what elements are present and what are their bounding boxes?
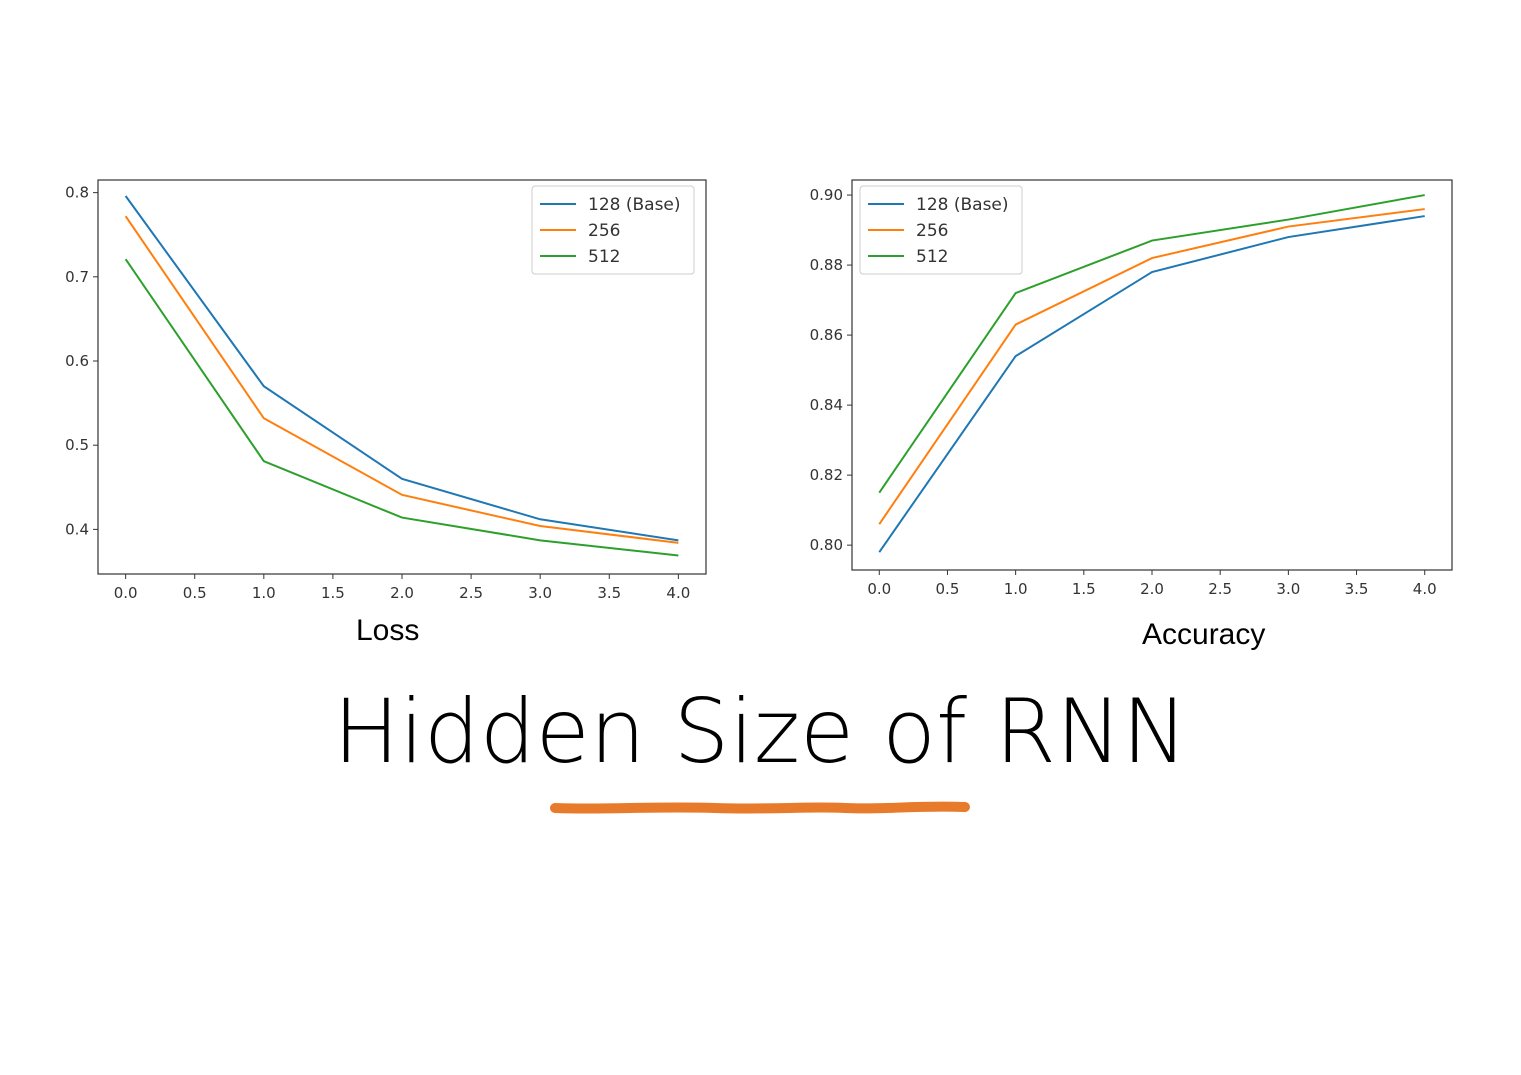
x-tick-label: 0.5 — [936, 580, 960, 598]
y-tick-label: 0.4 — [65, 520, 89, 538]
x-tick-label: 1.5 — [321, 584, 345, 602]
slide-title: Hidden Size of RNN — [333, 680, 1188, 783]
accuracy-chart-caption: Accuracy — [1142, 618, 1266, 651]
legend-label: 256 — [916, 221, 948, 241]
x-tick-label: 4.0 — [666, 584, 690, 602]
title-underline — [550, 801, 970, 814]
x-tick-label: 2.0 — [1140, 580, 1164, 598]
accuracy-chart: 0.0 0.5 1.0 1.5 2.0 2.5 3.0 3.5 4.0 0.80 0.82 0.84 0… — [780, 170, 1480, 620]
x-tick-label: 4.0 — [1413, 580, 1437, 598]
x-tick-label: 2.0 — [390, 584, 414, 602]
loss-chart-svg: 0.0 0.5 1.0 1.5 2.0 2.5 3.0 3.5 4.0 0.4 0.5 0.6 0.7 0… — [65, 179, 707, 602]
y-tick-label: 0.82 — [810, 466, 843, 484]
legend-label: 128 (Base) — [916, 195, 1009, 215]
x-tick-label: 0.0 — [867, 580, 891, 598]
y-tick-label: 0.8 — [65, 184, 89, 202]
x-tick-label: 0.5 — [183, 584, 207, 602]
y-tick-label: 0.86 — [810, 326, 843, 344]
y-tick-label: 0.80 — [810, 536, 843, 554]
x-tick-label: 1.0 — [1004, 580, 1028, 598]
loss-chart-caption: Loss — [356, 614, 420, 647]
x-tick-label: 1.5 — [1072, 580, 1096, 598]
legend-label: 256 — [588, 221, 620, 241]
loss-chart: 0.0 0.5 1.0 1.5 2.0 2.5 3.0 3.5 4.0 0.4 0.5 0.6 0.7 0… — [40, 170, 730, 620]
legend-box — [859, 185, 1023, 275]
series-line-512 — [124, 258, 679, 557]
title-underline-stroke — [550, 801, 970, 814]
legend-label: 512 — [916, 247, 948, 267]
legend-label: 128 (Base) — [588, 195, 681, 215]
y-tick-label: 0.84 — [810, 396, 843, 414]
x-tick-label: 2.5 — [1208, 580, 1232, 598]
x-tick-label: 3.0 — [528, 584, 552, 602]
y-tick-label: 0.90 — [810, 186, 843, 204]
y-tick-label: 0.7 — [65, 268, 89, 286]
x-tick-label: 0.0 — [114, 584, 138, 602]
y-tick-label: 0.5 — [65, 436, 89, 454]
legend-label: 512 — [588, 247, 620, 267]
legend-box — [531, 185, 695, 275]
x-tick-label: 3.5 — [597, 584, 621, 602]
y-tick-label: 0.88 — [810, 256, 843, 274]
accuracy-chart-svg: 0.0 0.5 1.0 1.5 2.0 2.5 3.0 3.5 4.0 0.80 0.82 0.84 0… — [810, 179, 1453, 598]
x-tick-label: 1.0 — [252, 584, 276, 602]
x-tick-label: 3.5 — [1345, 580, 1369, 598]
y-tick-label: 0.6 — [65, 352, 89, 370]
x-tick-label: 2.5 — [459, 584, 483, 602]
x-tick-label: 3.0 — [1276, 580, 1300, 598]
